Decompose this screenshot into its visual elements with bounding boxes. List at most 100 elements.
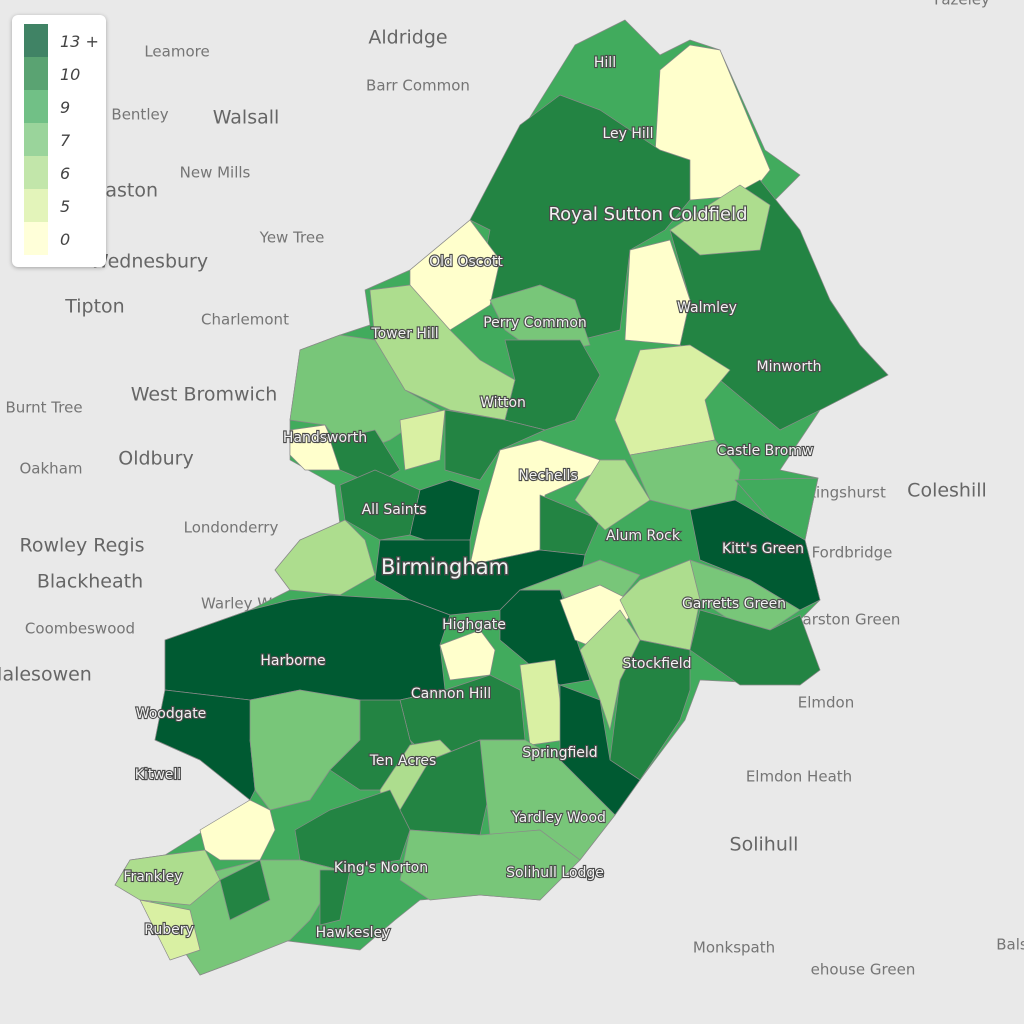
ward-label: Hill: [594, 55, 616, 71]
ward-label: Royal Sutton Coldfield: [548, 204, 747, 225]
town-label: Coleshill: [907, 480, 987, 502]
region: [574, 459, 651, 531]
ward-label: Kitwell: [135, 767, 181, 783]
region: [289, 424, 346, 471]
region: [249, 689, 361, 811]
legend-item: 9: [24, 90, 104, 123]
region: [139, 899, 201, 961]
ward-label: Springfield: [522, 745, 597, 761]
legend-label: 0: [60, 230, 71, 249]
region: [114, 849, 221, 906]
town-label: Oldbury: [118, 448, 193, 470]
town-label: Solihull: [730, 834, 799, 856]
region: [219, 859, 271, 921]
legend-swatch: [24, 156, 48, 189]
ward-label: Hawkesley: [316, 925, 391, 941]
town-label: ehouse Green: [811, 961, 916, 979]
town-label: Burnt Tree: [5, 399, 82, 417]
region: [199, 799, 276, 861]
ward-label: Handsworth: [283, 430, 367, 446]
legend-label: 13 +: [60, 32, 99, 51]
region: [734, 477, 819, 541]
town-label: Fordbridge: [812, 544, 893, 562]
region: [399, 829, 581, 901]
ward-label: Nechells: [518, 468, 577, 484]
legend-item: 6: [24, 156, 104, 189]
legend-swatch: [24, 123, 48, 156]
legend-label: 5: [60, 197, 71, 216]
ward-label: Alum Rock: [606, 528, 681, 544]
town-label: Charlemont: [201, 311, 289, 329]
legend-item: 5: [24, 189, 104, 222]
town-label: West Bromwich: [131, 384, 278, 406]
town-label: Blackheath: [37, 571, 143, 593]
legend-item: 0: [24, 222, 104, 255]
legend-swatch: [24, 222, 48, 255]
town-label: Rowley Regis: [19, 535, 144, 557]
ward-label: Harborne: [260, 653, 325, 669]
legend-label: 9: [60, 98, 71, 117]
legend-label: 7: [60, 131, 71, 150]
legend-item: 13 +: [24, 24, 104, 57]
legend-item: 7: [24, 123, 104, 156]
region: [669, 184, 771, 256]
ward-label: King's Norton: [334, 860, 428, 876]
legend-label: 10: [60, 65, 81, 84]
town-label: Leamore: [144, 43, 209, 61]
region: [319, 869, 351, 926]
place-labels: Fazeley Leamore Aldridge Barr Common Bentley…: [0, 0, 1024, 979]
town-label: Barr Common: [366, 77, 470, 95]
ward-label: Rubery: [144, 922, 194, 938]
ward-label: Birmingham: [381, 555, 509, 579]
town-label: Fazeley: [934, 0, 990, 9]
town-label: Marston Green: [790, 611, 901, 629]
legend-item: 10: [24, 57, 104, 90]
ward-label: Tower Hill: [370, 326, 438, 342]
legend: 13 + 10 9 7 6 5 0: [12, 15, 106, 267]
ward-label: Solihull Lodge: [506, 865, 604, 881]
district-labels: Hill Ley Hill Royal Sutton Coldfield Old Os…: [122, 54, 822, 942]
town-label: Wednesbury: [90, 251, 208, 273]
ward-label: Minworth: [757, 359, 822, 375]
ward-label: Witton: [480, 395, 526, 411]
ward-label: Cannon Hill: [411, 686, 491, 702]
town-label: Elmdon: [798, 694, 854, 712]
ward-label: Stockfield: [623, 656, 692, 672]
ward-label: Woodgate: [136, 706, 207, 722]
ward-label: Frankley: [123, 869, 182, 885]
region: [489, 284, 591, 356]
ward-label: Castle Bromw: [717, 443, 814, 459]
town-label: Bals: [996, 936, 1024, 954]
ward-label: Walmley: [677, 300, 737, 316]
town-label: Oakham: [20, 460, 83, 478]
town-label: Bentley: [111, 106, 168, 124]
town-label: Aldridge: [368, 27, 447, 49]
town-label: Londonderry: [184, 519, 279, 537]
region: [689, 609, 821, 686]
ward-label: Perry Common: [483, 315, 587, 331]
region: [689, 499, 821, 611]
legend-swatch: [24, 90, 48, 123]
town-label: Monkspath: [693, 939, 775, 957]
region: [504, 339, 601, 431]
town-label: Kingshurst: [806, 484, 886, 502]
region: [614, 344, 731, 456]
town-label: Yew Tree: [259, 229, 325, 247]
town-label: Elmdon Heath: [746, 768, 852, 786]
ward-label: Ley Hill: [602, 126, 653, 142]
ward-label: All Saints: [362, 502, 427, 518]
town-label: Walsall: [213, 107, 280, 129]
legend-swatch: [24, 189, 48, 222]
town-label: Halesowen: [0, 664, 92, 686]
legend-label: 6: [60, 164, 71, 183]
region: [274, 519, 376, 596]
ward-label: Garretts Green: [682, 596, 786, 612]
town-label: New Mills: [180, 164, 251, 182]
ward-label: Old Oscott: [429, 254, 503, 270]
region: [624, 239, 691, 346]
town-label: Tipton: [64, 296, 124, 318]
region: [399, 409, 446, 471]
ward-label: Yardley Wood: [511, 810, 606, 826]
